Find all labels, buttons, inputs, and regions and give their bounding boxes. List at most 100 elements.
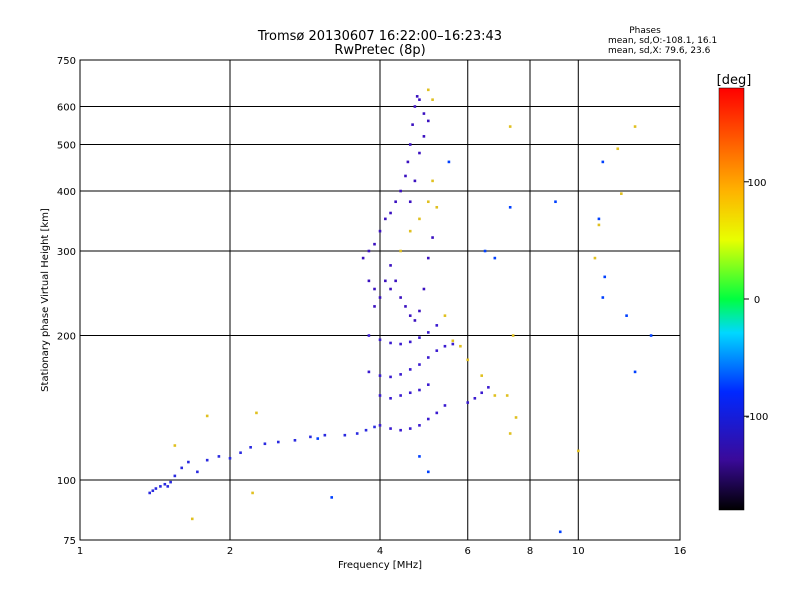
data-point [309,435,312,439]
data-point [426,256,430,260]
data-point [251,491,254,495]
colorbar-label: [deg] [717,73,752,88]
data-point [169,480,172,484]
data-point [378,394,382,397]
data-point [466,401,470,404]
x-tick-label: 2 [227,546,233,557]
data-point [625,314,628,317]
data-point [426,356,430,359]
data-point [418,217,421,221]
data-point [435,205,439,209]
data-point [355,432,359,435]
data-point [483,249,487,253]
stats-heading: Phases [629,26,661,36]
y-tick-label: 200 [57,332,76,343]
data-point [323,433,327,437]
data-point [389,264,392,267]
data-point [293,438,297,442]
data-point [187,460,190,464]
x-tick-label: 8 [527,546,533,557]
chart-subtitle: RwPretec (8p) [334,43,425,58]
data-point [399,428,402,432]
y-tick-label: 400 [57,187,76,198]
data-point [418,455,421,458]
data-point [413,179,417,183]
chart-title: Tromsø 20130607 16:22:00–16:23:43 [257,29,502,44]
data-point [239,451,242,455]
data-point [173,444,177,447]
data-point [163,482,167,486]
data-point [418,151,421,155]
data-point [180,466,184,470]
data-point [217,455,221,458]
data-point [394,279,397,283]
y-tick-label: 500 [57,141,76,152]
data-point [389,211,392,215]
data-point [373,305,376,308]
data-point [148,491,152,495]
data-point [408,368,412,371]
data-point [511,334,515,337]
data-point [418,98,421,101]
data-point [451,342,455,346]
data-point [597,223,601,227]
data-point [418,388,421,392]
data-point [508,125,512,128]
data-point [343,433,347,437]
data-point [426,88,430,92]
colorbar [718,87,745,511]
data-point [480,391,484,395]
data-point [373,425,376,429]
data-point [389,427,392,430]
data-point [408,229,412,233]
data-point [422,287,426,291]
data-point [367,279,371,283]
plot-frame [79,59,681,541]
data-point [493,394,497,397]
y-tick-label: 100 [57,476,76,487]
data-point [399,249,402,253]
data-point [255,411,258,415]
data-point [190,517,194,521]
data-point [426,119,430,123]
y-tick-label: 600 [57,103,76,114]
data-point [443,344,447,348]
data-point [408,314,412,317]
data-point [196,470,199,474]
data-point [367,334,371,337]
x-axis-label: Frequency [MHz] [338,560,422,571]
data-point [205,458,209,462]
data-point [249,446,252,449]
data-point [505,394,509,397]
data-point [649,334,653,337]
data-point [367,370,371,374]
data-point [399,373,402,376]
data-point [413,319,417,322]
data-point [459,344,462,348]
data-point [408,427,412,430]
data-point [389,397,392,400]
data-point [408,391,412,395]
data-point [508,205,512,209]
data-point [404,305,407,308]
data-point [554,200,557,204]
data-point [487,386,490,389]
data-point [399,189,402,193]
data-point [633,125,637,128]
data-point [431,179,434,183]
y-tick-label: 750 [57,56,76,67]
data-point [389,287,392,291]
colorbar-tick-label: -100 [746,412,769,423]
data-point [378,374,382,377]
colorbar-tick-label: 100 [747,178,766,189]
data-point [205,414,209,418]
data-point [447,160,451,164]
x-tick-label: 4 [377,546,383,557]
data-point [603,275,607,279]
data-point [406,160,410,164]
data-point [316,437,320,440]
data-point [418,424,421,427]
data-point [330,496,334,499]
x-tick-label: 1 [77,546,83,557]
